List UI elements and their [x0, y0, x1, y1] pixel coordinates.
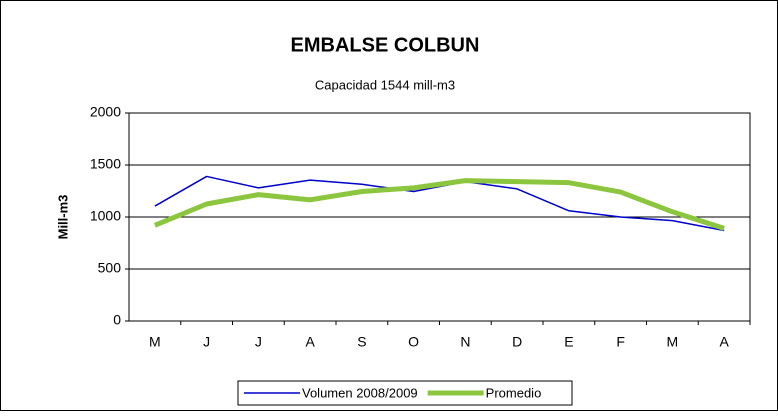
x-tick-label: M: [149, 334, 161, 350]
y-tick-label: 500: [98, 260, 122, 276]
y-axis-label: Mill-m3: [55, 195, 70, 240]
y-tick-label: 0: [113, 312, 121, 328]
x-tick-label: N: [460, 334, 470, 350]
y-tick-label: 1500: [90, 156, 121, 172]
y-tick-label: 1000: [90, 208, 121, 224]
y-tick-label: 2000: [90, 104, 121, 120]
x-tick-label: F: [616, 334, 625, 350]
x-tick-label: J: [255, 334, 262, 350]
x-tick-label: J: [203, 334, 210, 350]
x-tick-label: S: [357, 334, 366, 350]
x-tick-label: M: [667, 334, 679, 350]
chart-subtitle: Capacidad 1544 mill-m3: [315, 77, 455, 92]
chart-title: EMBALSE COLBUN: [291, 34, 480, 56]
x-tick-label: A: [305, 334, 315, 350]
legend-label: Promedio: [486, 385, 542, 400]
x-tick-label: O: [408, 334, 419, 350]
series-line: [153, 178, 725, 231]
x-tick-label: A: [719, 334, 729, 350]
x-tick-label: D: [512, 334, 522, 350]
legend-label: Volumen 2008/2009: [302, 385, 418, 400]
x-tick-label: E: [564, 334, 573, 350]
